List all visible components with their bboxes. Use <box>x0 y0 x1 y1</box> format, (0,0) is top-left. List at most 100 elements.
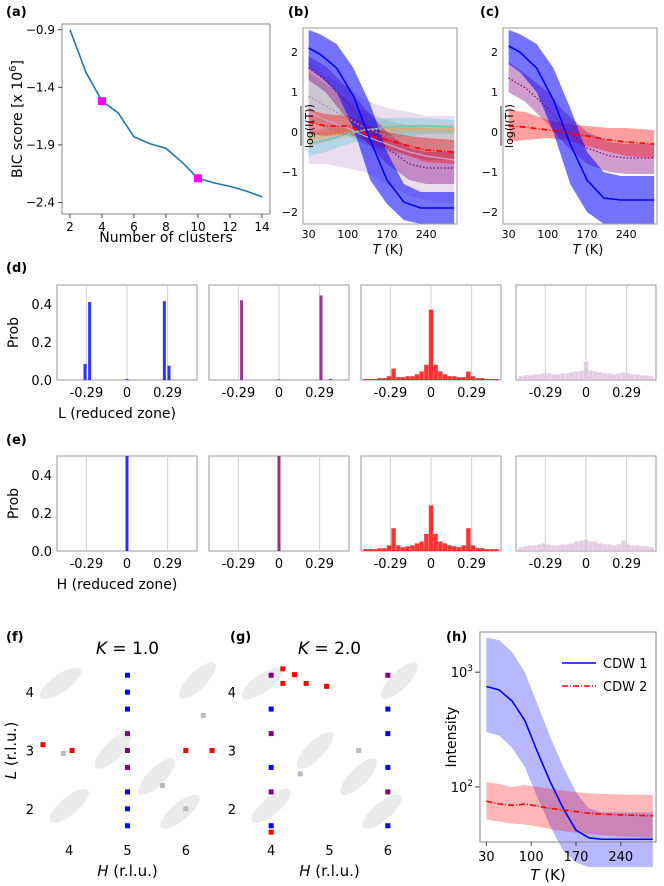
hist-bar <box>541 543 547 551</box>
y-tick-label: 4 <box>228 686 236 701</box>
panel-c: 30 100 170 240 −2 −1 0 1 2 T (K) log(I(T)) <box>482 27 658 258</box>
line-lilac <box>308 111 455 161</box>
hist-bar <box>635 374 640 380</box>
hist-bar <box>579 370 584 380</box>
hist-bar <box>630 374 635 380</box>
hist-bar <box>607 373 612 380</box>
x-tick-label: 0 <box>275 386 283 401</box>
line-purple-dotted <box>508 77 655 159</box>
peak-blue <box>385 731 391 737</box>
peak-grey <box>183 806 189 812</box>
hist-bar <box>396 545 401 551</box>
y-axis-label: log(I(T)) <box>303 104 316 148</box>
hist-bar <box>588 370 593 380</box>
hist-bar <box>419 541 424 551</box>
coverage-region <box>49 788 89 824</box>
y-tick-label: 0.0 <box>31 374 52 389</box>
hist-bar <box>428 309 434 380</box>
hist-bar <box>560 544 565 551</box>
panel-label: (e) <box>6 433 27 448</box>
hist-bar <box>644 375 649 380</box>
peak-blue <box>268 706 274 712</box>
hist-bar <box>442 543 448 551</box>
line-red <box>508 125 655 145</box>
hist-bar <box>456 377 462 380</box>
coverage-region <box>251 788 291 824</box>
peak-red <box>209 748 215 753</box>
hist-bar <box>377 378 382 380</box>
hist-bar <box>382 548 387 551</box>
x-tick-label: 0.29 <box>457 386 486 401</box>
legend: CDW 1 CDW 2 <box>562 657 647 695</box>
highlight-marker <box>194 174 202 183</box>
hist-bar <box>277 456 281 551</box>
y-tick-label: −0.9 <box>26 23 55 37</box>
y-tick-label: −2 <box>282 206 298 219</box>
hist-bar <box>625 544 631 551</box>
hist-bar <box>518 547 523 551</box>
peak-purple <box>125 764 130 770</box>
x-tick-label: 6 <box>182 844 190 859</box>
hist-bar <box>83 363 87 380</box>
band-orange <box>308 124 455 146</box>
y-tick-label: 2 <box>491 46 498 59</box>
hist-bar <box>368 549 373 551</box>
hist-e-red: -0.29 0 0.29 <box>360 455 502 572</box>
hist-bar <box>452 546 457 551</box>
hist-bar <box>602 373 607 380</box>
hist-bar <box>480 378 485 380</box>
x-tick-label: 8 <box>162 220 170 234</box>
hist-d-lilac: -0.29 0 0.29 <box>515 284 657 401</box>
hist-bar <box>621 540 626 551</box>
coverage-region <box>39 667 82 700</box>
y-tick-label: 4 <box>26 686 34 701</box>
x-axis-label: H (r.l.u.) <box>299 862 360 880</box>
y-tick-label: 0.4 <box>31 469 52 484</box>
hist-bar <box>639 546 645 551</box>
x-tick-label: 5 <box>123 844 131 859</box>
x-tick-label: 4 <box>98 220 106 234</box>
hist-bar <box>396 377 401 380</box>
line-orange <box>308 128 455 141</box>
hist-bar <box>414 374 420 380</box>
hist-bar <box>391 528 396 551</box>
peak-red <box>40 742 46 748</box>
x-axis-label: L (reduced zone) <box>58 406 176 422</box>
hist-bar <box>167 365 171 380</box>
hist-bar <box>593 541 598 551</box>
x-tick-label: 170 <box>564 850 589 865</box>
hist-bar <box>424 533 429 551</box>
hist-bar <box>569 543 575 551</box>
y-tick-label: −1 <box>482 166 498 179</box>
hist-bar <box>240 300 244 380</box>
hist-bar <box>532 545 537 551</box>
peak-blue <box>268 823 274 829</box>
y-tick-label: −2 <box>482 206 498 219</box>
axes-frame <box>479 631 657 843</box>
x-tick-label: 0 <box>123 386 131 401</box>
line-red <box>308 121 455 153</box>
hist-bar <box>565 373 570 380</box>
hist-bar <box>405 376 410 380</box>
hist-bar <box>470 545 476 551</box>
hist-bar <box>466 371 471 380</box>
x-tick-label: 6 <box>130 220 138 234</box>
peak-grey <box>60 750 66 756</box>
hist-bar <box>414 543 420 551</box>
y-tick-label: 0.2 <box>31 507 52 522</box>
x-tick-label: 2 <box>66 220 74 234</box>
panel-label: (a) <box>6 5 27 20</box>
hist-bar <box>527 375 533 380</box>
hist-bar <box>583 539 589 551</box>
band-CDW 1 <box>486 637 653 868</box>
y-tick-label: −1.9 <box>26 138 55 152</box>
hist-d-purple: -0.29 0 0.29 <box>208 284 350 401</box>
x-tick-label: -0.29 <box>70 557 104 572</box>
x-tick-label: 6 <box>384 844 392 859</box>
hist-bar <box>466 528 471 551</box>
axes-frame <box>502 27 658 225</box>
hist-bar <box>555 374 561 380</box>
x-tick-label: 100 <box>519 850 544 865</box>
hist-e-blue: -0.29 0 0.29 0.0 0.2 0.4 Prob H (reduced zone) <box>6 455 198 593</box>
y-tick-label: 2 <box>228 803 236 818</box>
